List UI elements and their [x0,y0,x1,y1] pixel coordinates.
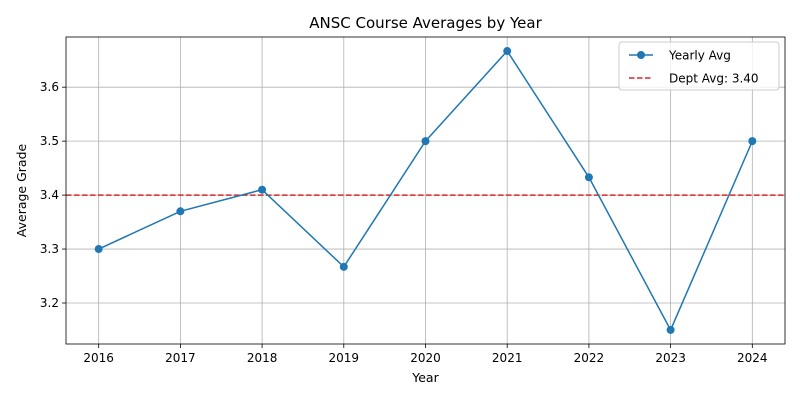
x-tick-label: 2018 [247,351,278,365]
data-point [94,245,103,254]
legend-series-marker [637,51,645,59]
legend-box [618,41,780,91]
x-tick-label: 2023 [655,351,686,365]
x-axis-label: Year [411,370,439,385]
y-axis-label: Average Grade [14,143,29,237]
x-tick-label: 2017 [165,351,196,365]
x-tick-label: 2021 [492,351,523,365]
x-tick-label: 2022 [574,351,605,365]
data-point [748,137,757,146]
y-tick-label: 3.2 [40,296,59,310]
x-axis-ticks: 2016 2017 2018 2019 2020 2021 2022 2023 2024 [83,344,768,365]
data-point [503,47,512,56]
x-tick-label: 2024 [737,351,768,365]
data-point [176,207,185,216]
data-point [584,173,593,182]
yearly-avg-points [94,47,757,334]
y-tick-label: 3.5 [40,134,59,148]
data-point [666,325,675,334]
y-tick-label: 3.4 [40,188,59,202]
x-tick-label: 2020 [410,351,441,365]
legend-series-label: Yearly Avg [668,49,731,63]
data-point [421,137,430,146]
legend-ref-label: Dept Avg: 3.40 [669,72,759,86]
y-tick-label: 3.3 [40,242,59,256]
legend: Yearly Avg Dept Avg: 3.40 [618,41,780,91]
chart-title: ANSC Course Averages by Year [309,14,542,32]
data-point [258,185,267,194]
data-point [339,262,348,271]
y-axis-ticks: 3.2 3.3 3.4 3.5 3.6 [40,80,66,310]
y-tick-label: 3.6 [40,80,59,94]
x-tick-label: 2016 [83,351,114,365]
x-tick-label: 2019 [329,351,360,365]
